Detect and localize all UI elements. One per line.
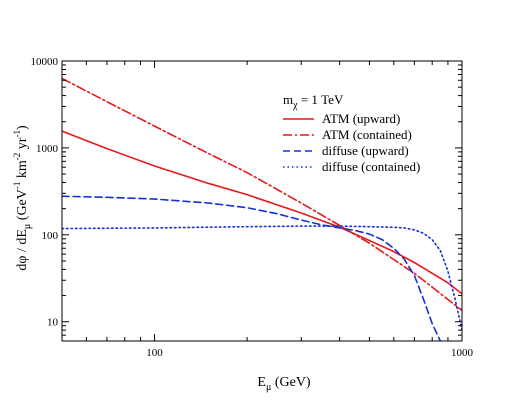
legend-title-rest: = 1 TeV <box>298 92 344 107</box>
x-axis-label-main: E <box>257 375 266 390</box>
x-axis-label: Eμ (GeV) <box>257 375 311 393</box>
plot-frame <box>61 60 463 342</box>
y-axis-label-units: (GeV <box>15 189 30 224</box>
y-axis-label-sup2: -2 <box>12 153 22 161</box>
y-tick-label: 1000 <box>36 143 59 155</box>
legend-label-4: diffuse (contained) <box>322 159 420 174</box>
y-tick-label: 100 <box>42 230 59 242</box>
y-axis-label: dφ / dEμ (GeV-1 km-2 yr-1) <box>12 125 33 271</box>
plot-area: 100 1000 10 100 1000 10000 <box>31 56 474 359</box>
y-axis-label-mid1: km <box>15 160 30 182</box>
y-tick-label: 10 <box>47 317 59 329</box>
x-axis-label-sub: μ <box>266 382 271 393</box>
y-axis-label-mid2: yr <box>15 137 30 153</box>
legend-title-main: m <box>283 92 293 107</box>
series-group <box>62 77 462 341</box>
y-axis-label-sub: μ <box>22 224 33 229</box>
y-axis-label-sup1: -1 <box>12 182 22 190</box>
x-axis-label-rest: (GeV) <box>271 375 311 390</box>
legend-label-1: ATM (upward) <box>322 111 400 126</box>
series-line-4 <box>62 225 462 331</box>
legend-entries: ATM (upward)ATM (contained)diffuse (upwa… <box>283 111 420 174</box>
y-axis-label-post: ) <box>15 125 30 130</box>
legend-label-3: diffuse (upward) <box>322 143 409 158</box>
legend-label-2: ATM (contained) <box>322 127 412 142</box>
series-line-3 <box>62 195 442 341</box>
y-tick-label: 10000 <box>31 56 59 68</box>
series-line-2 <box>62 77 462 312</box>
y-axis-label-main: dφ / dE <box>15 229 30 271</box>
legend-title-sub: χ <box>292 100 298 111</box>
legend-title: mχ = 1 TeV <box>283 92 344 111</box>
x-tick-label: 1000 <box>451 347 474 359</box>
y-axis-label-sup3: -1 <box>12 130 22 138</box>
legend: mχ = 1 TeV ATM (upward)ATM (contained)di… <box>283 92 420 174</box>
x-tick-label: 100 <box>146 347 163 359</box>
